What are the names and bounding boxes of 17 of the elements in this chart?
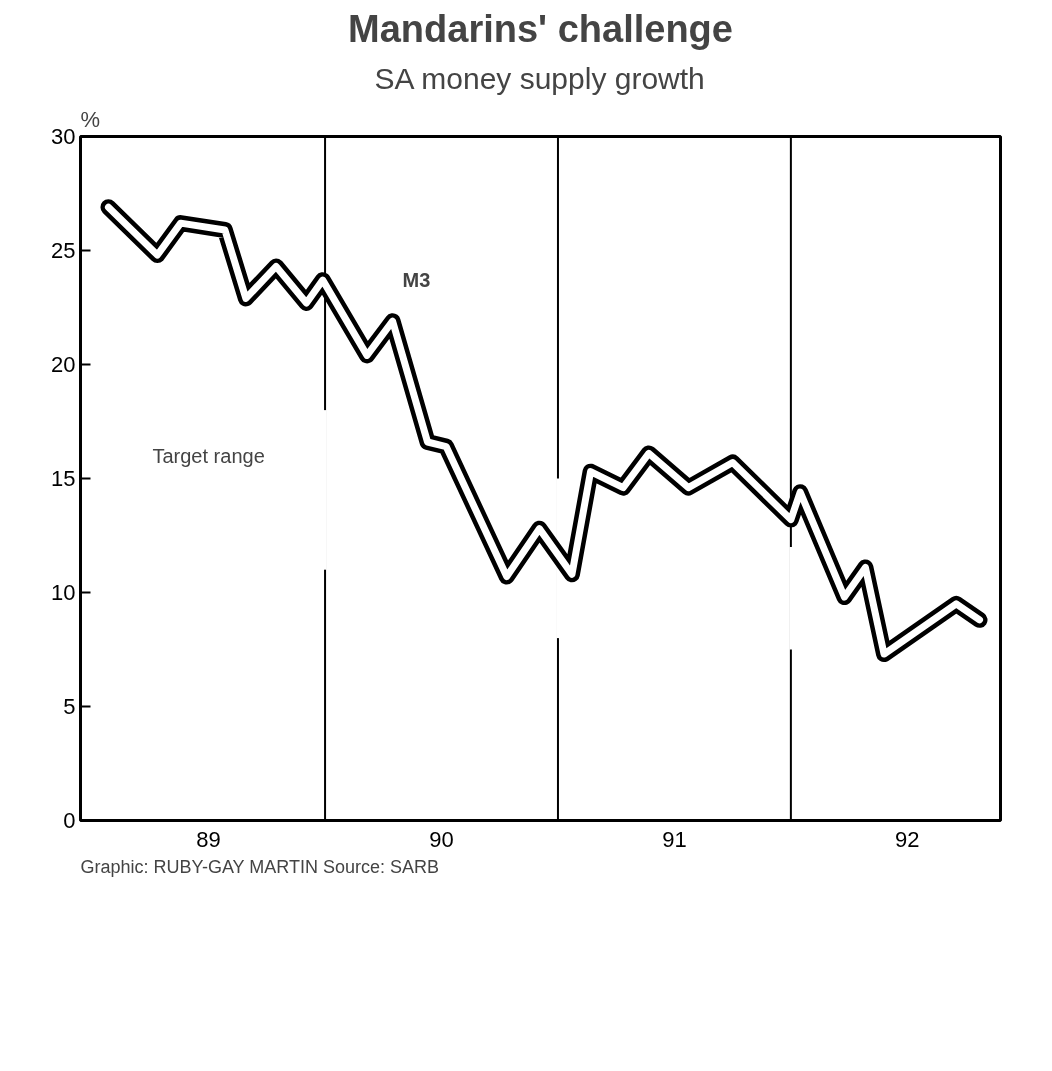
x-tick-label: 89 <box>196 826 221 852</box>
y-tick-label: 20 <box>51 352 76 377</box>
x-tick-label: 91 <box>662 826 687 852</box>
y-axis-title: % <box>80 106 101 132</box>
y-tick-label: 30 <box>51 124 76 149</box>
text: Target range <box>152 445 265 468</box>
chart-title: Mandarins' challenge <box>348 7 733 50</box>
x-tick-label: 90 <box>429 826 454 852</box>
y-tick-label: 15 <box>51 466 76 491</box>
chart-subtitle: SA money supply growth <box>374 61 705 95</box>
series-label: M3 <box>402 269 431 292</box>
y-tick-label: 5 <box>63 694 76 719</box>
y-tick-label: 25 <box>51 238 76 263</box>
y-tick-label: 0 <box>63 808 76 833</box>
x-tick-label: 92 <box>895 826 920 852</box>
y-tick-label: 10 <box>51 580 76 605</box>
text: Graphic: RUBY-GAY MARTIN Source: SARB <box>80 856 439 877</box>
